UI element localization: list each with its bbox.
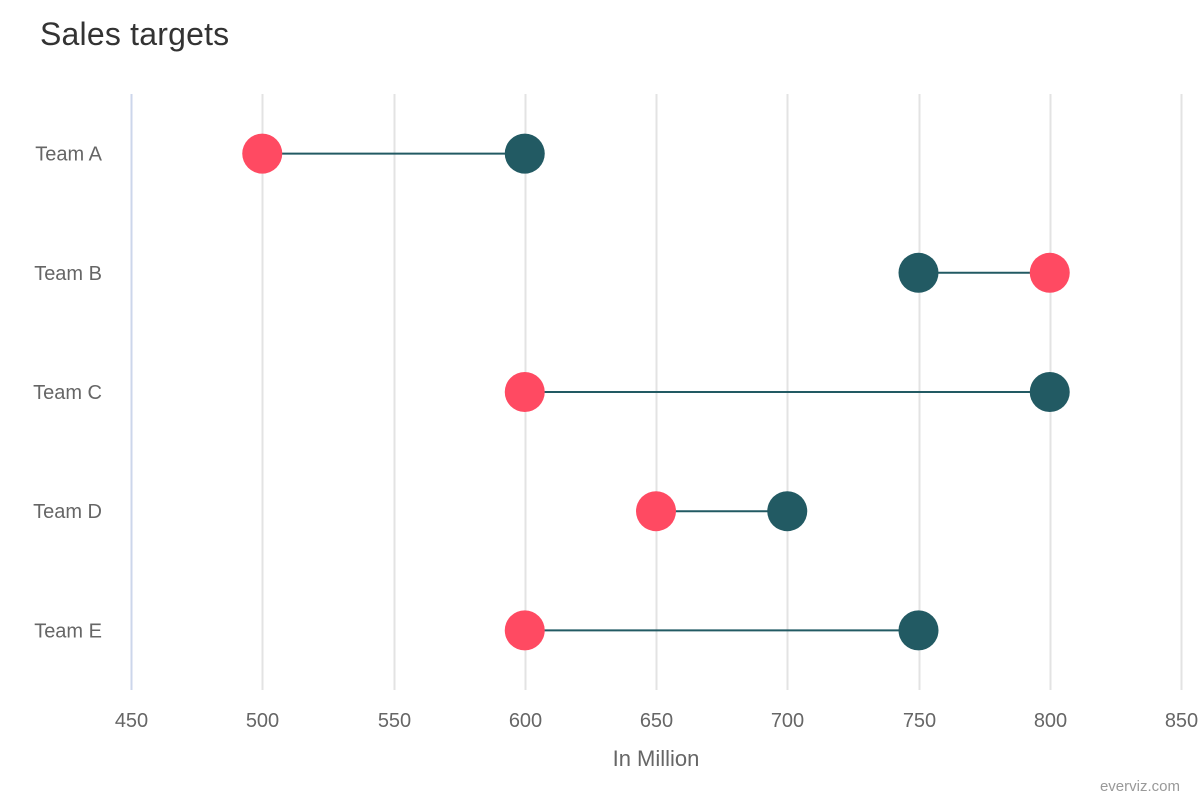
data-point-series-1[interactable] (504, 610, 545, 651)
x-tick-label: 600 (509, 710, 542, 732)
category-label: Team D (33, 501, 102, 523)
category-label: Team B (34, 263, 102, 285)
data-point-series-2[interactable] (898, 610, 939, 651)
data-point-series-2[interactable] (504, 133, 545, 174)
data-point-series-1[interactable] (1029, 252, 1070, 293)
x-tick-label: 550 (378, 710, 411, 732)
data-point-series-1[interactable] (636, 491, 676, 532)
category-label: Team A (35, 144, 102, 166)
x-tick-label: 850 (1165, 710, 1198, 732)
y-axis-categories: Team A Team B Team C Team D Team E (33, 144, 103, 643)
credit-label[interactable]: everviz.com (1100, 778, 1180, 795)
category-label: Team E (34, 620, 102, 642)
x-axis-title: In Million (613, 746, 700, 771)
x-tick-label: 450 (115, 710, 148, 732)
data-point-series-2[interactable] (898, 252, 939, 293)
x-tick-label: 500 (246, 710, 279, 732)
data-point-series-1[interactable] (242, 133, 283, 174)
category-label: Team C (33, 382, 102, 404)
chart-title: Sales targets (40, 16, 230, 52)
data-point-series-2[interactable] (767, 491, 808, 532)
x-tick-label: 650 (640, 710, 673, 732)
connectors (262, 152, 1050, 632)
x-axis-ticks: 450 500 550 600 650 700 750 800 850 (115, 710, 1198, 732)
data-point-series-1[interactable] (504, 372, 545, 412)
x-tick-label: 800 (1034, 710, 1067, 732)
x-tick-label: 750 (903, 710, 936, 732)
x-tick-label: 700 (771, 710, 804, 732)
data-point-series-2[interactable] (1029, 372, 1070, 412)
data-points (242, 133, 1070, 651)
